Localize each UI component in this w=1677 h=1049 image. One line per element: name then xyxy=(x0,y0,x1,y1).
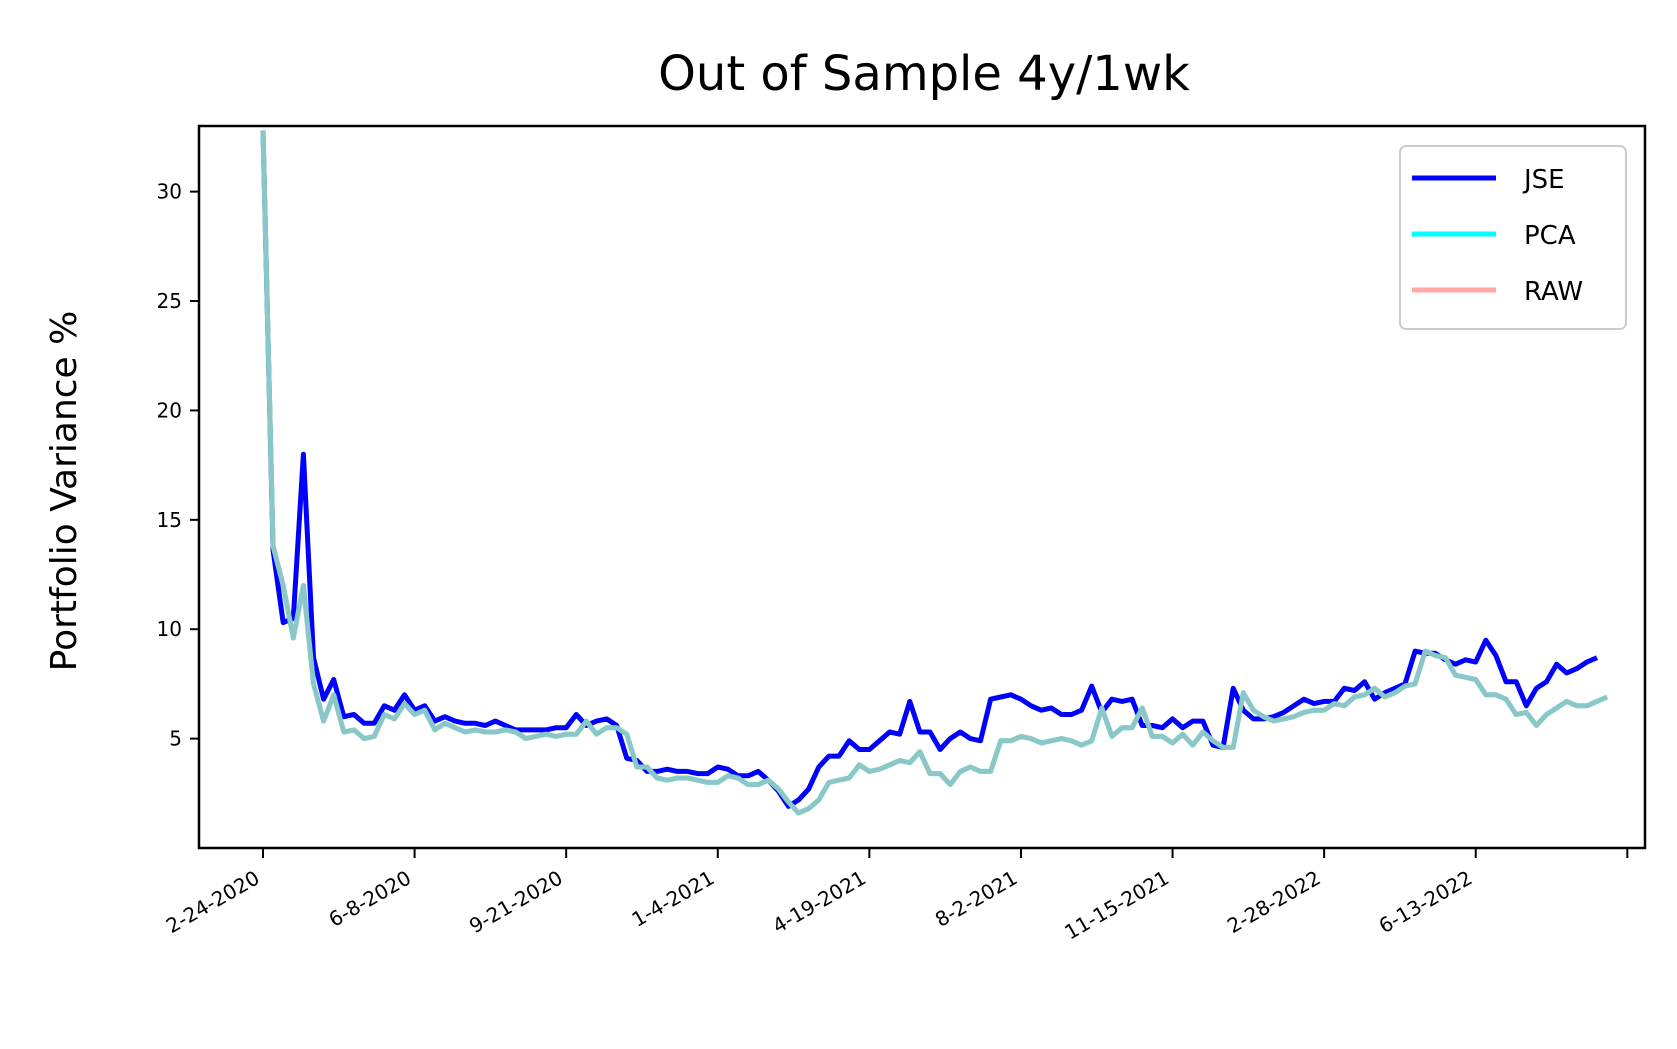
legend-box xyxy=(1399,145,1627,330)
plot-area xyxy=(260,130,1609,816)
y-axis-label: Portfolio Variance % xyxy=(44,311,85,672)
plot-frame xyxy=(197,124,1647,850)
y-tick-label: 5 xyxy=(169,727,182,751)
x-tick-label: 6-8-2020 xyxy=(324,866,415,932)
chart-title: Out of Sample 4y/1wk xyxy=(658,46,1190,102)
series-line-raw xyxy=(260,130,1609,816)
x-tick-label: 11-15-2021 xyxy=(1060,866,1173,945)
x-tick-label: 9-21-2020 xyxy=(465,866,567,939)
x-tick-label: 1-4-2021 xyxy=(628,866,719,932)
legend: JSE PCA RAW xyxy=(1399,145,1627,330)
y-tick-label: 20 xyxy=(157,398,182,422)
x-tick-label: 4-19-2021 xyxy=(768,866,870,939)
y-tick-label: 30 xyxy=(157,180,182,204)
legend-label-raw: RAW xyxy=(1524,277,1583,307)
x-tick-label: 6-13-2022 xyxy=(1375,866,1477,939)
y-tick-label: 25 xyxy=(157,289,182,313)
y-tick-label: 15 xyxy=(157,508,182,532)
legend-label-jse: JSE xyxy=(1522,165,1565,195)
legend-label-pca: PCA xyxy=(1524,221,1576,251)
series-line-jse xyxy=(260,130,1598,809)
y-tick-label: 10 xyxy=(157,617,182,641)
x-tick-label: 2-28-2022 xyxy=(1223,866,1325,939)
x-tick-label: 8-2-2021 xyxy=(931,866,1022,932)
x-tick-label: 2-24-2020 xyxy=(162,866,264,939)
